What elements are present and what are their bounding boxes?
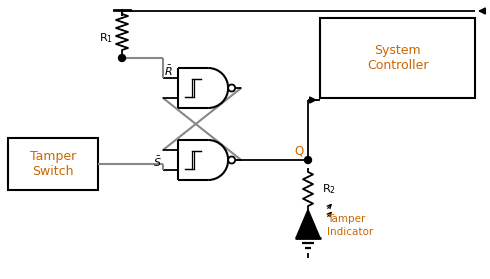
Text: R$_2$: R$_2$ bbox=[322, 182, 336, 196]
Text: System
Controller: System Controller bbox=[367, 44, 428, 72]
Circle shape bbox=[228, 85, 235, 92]
Text: $\bar{R}$: $\bar{R}$ bbox=[164, 64, 172, 78]
Circle shape bbox=[228, 157, 235, 163]
Circle shape bbox=[304, 157, 312, 163]
Text: Tamper
Switch: Tamper Switch bbox=[30, 150, 76, 178]
Bar bbox=[8, 138, 98, 190]
Polygon shape bbox=[296, 210, 320, 238]
Circle shape bbox=[119, 54, 125, 61]
Bar bbox=[320, 18, 475, 98]
Text: Q: Q bbox=[294, 145, 303, 158]
Text: Tamper
Indicator: Tamper Indicator bbox=[327, 214, 373, 237]
Text: $\bar{S}$: $\bar{S}$ bbox=[153, 155, 162, 169]
Text: R$_1$: R$_1$ bbox=[99, 31, 113, 45]
